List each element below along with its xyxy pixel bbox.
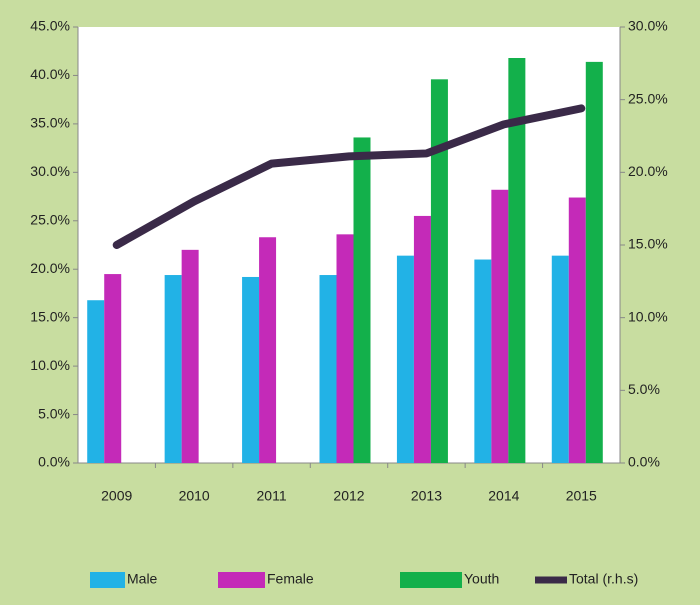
legend-label: Youth bbox=[464, 571, 499, 587]
bar bbox=[353, 137, 371, 463]
bar bbox=[87, 300, 105, 463]
bar bbox=[336, 234, 354, 463]
legend-label: Male bbox=[127, 571, 158, 587]
y-tick-label: 25.0% bbox=[30, 211, 70, 227]
bar bbox=[508, 58, 526, 463]
bar bbox=[491, 189, 509, 464]
legend-label: Total (r.h.s) bbox=[569, 571, 638, 587]
y-tick-label: 35.0% bbox=[30, 115, 70, 131]
y-tick-label: 5.0% bbox=[38, 405, 70, 421]
x-tick-label: 2013 bbox=[411, 488, 442, 504]
bar bbox=[474, 259, 492, 463]
x-tick-label: 2009 bbox=[101, 488, 132, 504]
bar bbox=[259, 237, 277, 463]
y-tick-label: 20.0% bbox=[30, 260, 70, 276]
bar bbox=[242, 276, 260, 463]
bar bbox=[551, 255, 569, 463]
y2-tick-label: 15.0% bbox=[628, 236, 668, 252]
x-tick-label: 2012 bbox=[333, 488, 364, 504]
y-tick-label: 15.0% bbox=[30, 308, 70, 324]
bar bbox=[430, 79, 448, 463]
legend-label: Female bbox=[267, 571, 314, 587]
bar bbox=[164, 275, 182, 463]
y2-tick-label: 20.0% bbox=[628, 163, 668, 179]
bar bbox=[585, 61, 603, 463]
x-tick-label: 2010 bbox=[179, 488, 210, 504]
y-tick-label: 0.0% bbox=[38, 454, 70, 470]
y2-tick-label: 5.0% bbox=[628, 381, 660, 397]
bar bbox=[181, 249, 199, 463]
legend-swatch bbox=[90, 572, 125, 588]
x-tick-label: 2011 bbox=[257, 488, 287, 504]
x-tick-label: 2014 bbox=[488, 488, 519, 504]
y-tick-label: 10.0% bbox=[30, 357, 70, 373]
bar bbox=[568, 197, 586, 463]
y-tick-label: 40.0% bbox=[30, 66, 70, 82]
bar bbox=[396, 255, 414, 463]
y-tick-label: 45.0% bbox=[30, 18, 70, 34]
y-tick-label: 30.0% bbox=[30, 163, 70, 179]
legend-swatch bbox=[218, 572, 265, 588]
line bbox=[112, 104, 586, 249]
legend-swatch bbox=[400, 572, 462, 588]
y2-tick-label: 10.0% bbox=[628, 308, 668, 324]
y2-tick-label: 0.0% bbox=[628, 454, 660, 470]
bar bbox=[413, 215, 431, 463]
bar bbox=[319, 275, 337, 463]
bar bbox=[104, 274, 122, 463]
y2-tick-label: 30.0% bbox=[628, 18, 668, 34]
y2-tick-label: 25.0% bbox=[628, 90, 668, 106]
x-tick-label: 2015 bbox=[566, 488, 597, 504]
